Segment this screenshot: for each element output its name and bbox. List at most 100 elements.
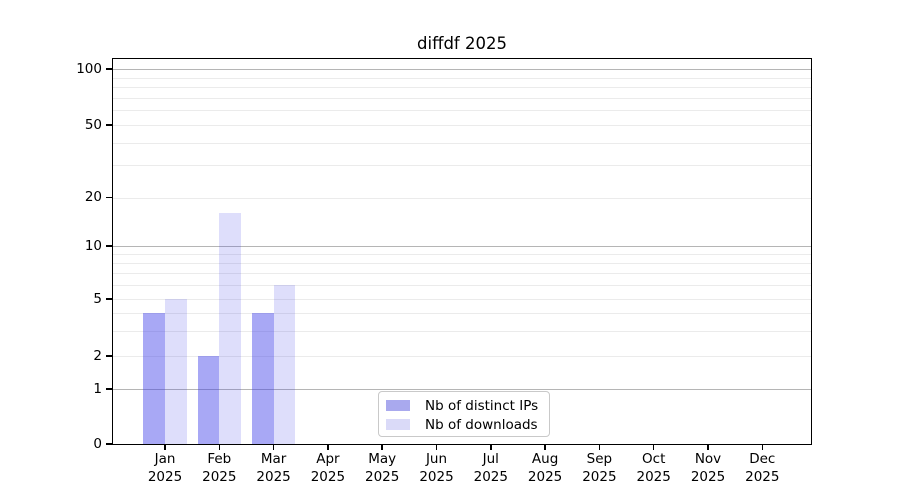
y-tick-label: 20 [84, 189, 102, 205]
x-label-year: 2025 [690, 468, 726, 485]
gridline-minor [113, 142, 811, 144]
x-label-month: Jun [425, 451, 448, 467]
x-tick-label: Jul 2025 [459, 451, 523, 486]
x-label-year: 2025 [473, 468, 508, 485]
x-tick [490, 444, 492, 450]
y-tick [106, 68, 113, 70]
x-tick-label: Oct 2025 [622, 451, 686, 486]
x-label-month: Nov [694, 451, 722, 467]
x-tick [164, 444, 166, 450]
x-label-year: 2025 [745, 468, 780, 485]
chart-title: diffdf 2025 [417, 34, 507, 53]
legend: Nb of distinct IPs Nb of downloads [378, 391, 550, 437]
gridline-minor [113, 197, 811, 199]
x-tick [327, 444, 329, 450]
legend-label: Nb of distinct IPs [425, 397, 539, 414]
x-tick-label: Mar 2025 [242, 451, 306, 486]
y-tick [106, 443, 113, 445]
legend-label: Nb of downloads [425, 416, 538, 433]
y-tick-label: 50 [84, 116, 102, 133]
x-label-year: 2025 [365, 468, 400, 485]
gridline-minor [113, 312, 811, 314]
legend-rows: Nb of distinct IPs Nb of downloads [386, 396, 549, 434]
x-label-year: 2025 [527, 468, 563, 485]
x-label-month: Feb [207, 451, 232, 467]
x-tick-label: Dec 2025 [730, 451, 794, 486]
x-tick [652, 444, 655, 450]
x-tick [381, 444, 383, 450]
gridline-major [113, 69, 811, 70]
gridline-minor [113, 273, 811, 275]
legend-entry: Nb of distinct IPs [386, 396, 549, 415]
gridline-minor [113, 254, 811, 256]
x-label-month: Jan [154, 451, 176, 467]
x-label-month: Jul [482, 451, 499, 467]
x-label-year: 2025 [582, 468, 617, 485]
x-label-year: 2025 [202, 468, 237, 485]
x-label-month: Oct [642, 451, 666, 467]
gridline-minor [113, 110, 811, 112]
bar-distinct-ips-jan [143, 312, 165, 444]
x-tick [272, 444, 275, 450]
x-label-month: Mar [260, 451, 287, 467]
x-tick [544, 444, 546, 450]
y-tick [106, 298, 113, 300]
x-tick [598, 444, 601, 450]
gridline-minor [113, 330, 811, 332]
gridline-minor [113, 97, 811, 99]
x-tick-label: Feb 2025 [187, 451, 251, 486]
y-tick [106, 355, 113, 357]
x-label-year: 2025 [419, 468, 454, 485]
y-tick-label: 2 [93, 347, 102, 364]
x-label-month: Apr [316, 451, 340, 467]
gridline-minor [113, 356, 811, 357]
x-tick-label: Sep 2025 [567, 451, 631, 486]
y-tick [106, 196, 113, 199]
bar-downloads-feb [219, 213, 241, 444]
gridline-major [113, 389, 811, 390]
x-tick [761, 444, 764, 450]
y-tick-label: 5 [93, 290, 102, 307]
bar-distinct-ips-mar [251, 312, 274, 444]
gridline-major [113, 246, 811, 247]
x-label-month: Dec [749, 451, 776, 467]
x-tick-label: Apr 2025 [296, 451, 360, 486]
bar-distinct-ips-feb [197, 356, 220, 444]
x-label-month: Aug [531, 451, 559, 467]
bar-downloads-jan [165, 299, 187, 444]
x-label-month: Sep [586, 451, 613, 467]
x-tick-label: Jan 2025 [133, 451, 197, 486]
legend-swatch [386, 419, 410, 430]
y-tick [106, 245, 113, 247]
y-tick [106, 124, 113, 126]
legend-entry: Nb of downloads [386, 415, 549, 434]
gridline-minor [113, 77, 811, 79]
x-label-year: 2025 [636, 468, 671, 485]
x-tick [218, 444, 221, 450]
gridline-minor [113, 285, 811, 287]
x-label-month: May [368, 451, 397, 467]
gridline-minor [113, 165, 811, 167]
bar-downloads-mar [273, 285, 296, 444]
x-tick-label: May 2025 [350, 451, 414, 486]
x-label-year: 2025 [310, 468, 346, 485]
y-tick-label: 10 [84, 237, 102, 254]
x-tick-label: Nov 2025 [676, 451, 740, 486]
y-tick-label: 1 [93, 380, 102, 397]
y-tick [106, 388, 113, 390]
plot-area [113, 59, 811, 444]
gridline-minor [113, 125, 811, 126]
gridline-minor [113, 299, 811, 300]
x-tick [435, 444, 438, 450]
gridline-minor [113, 263, 811, 265]
x-tick [707, 444, 709, 450]
y-tick-label: 100 [76, 60, 102, 77]
x-tick-label: Jun 2025 [405, 451, 469, 486]
y-tick-label: 0 [93, 435, 102, 452]
x-label-year: 2025 [147, 468, 183, 485]
legend-swatch [386, 400, 410, 411]
x-label-year: 2025 [256, 468, 291, 485]
x-tick-label: Aug 2025 [513, 451, 577, 486]
gridline-minor [113, 87, 811, 89]
